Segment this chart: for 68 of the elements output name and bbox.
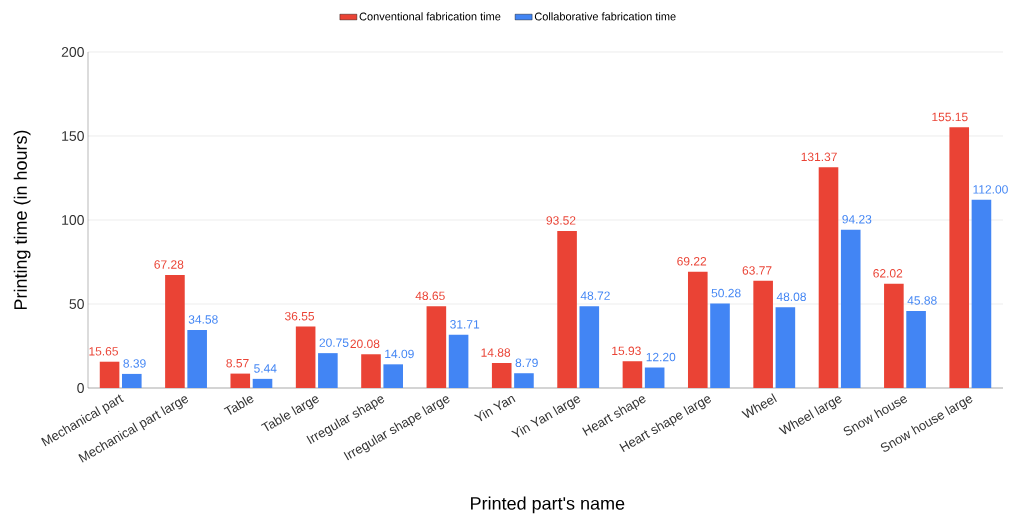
x-tick-label: Table [223,396,254,415]
legend-label: Collaborative fabrication time [534,12,676,21]
bar [710,303,730,388]
bar [579,306,600,388]
data-label: 15.93 [612,346,641,356]
data-label: 36.55 [284,311,315,321]
data-label: 69.22 [677,257,707,266]
y-tick-label: 50 [69,299,84,309]
data-label: 12.20 [646,352,676,362]
data-label: 48.08 [776,292,806,302]
bar [383,364,404,388]
bar [753,280,773,388]
data-label: 8.57 [226,358,249,368]
data-label: 155.15 [932,112,968,122]
y-tick-label: 200 [61,47,84,57]
bar [252,378,273,388]
bar [426,306,447,388]
bar [318,353,338,388]
bar [818,167,839,388]
bar [361,354,381,388]
data-label: 8.79 [515,358,538,368]
data-label: 94.23 [842,215,872,224]
data-label: 5.44 [254,364,277,373]
data-label: 63.77 [742,266,772,275]
bar [491,363,512,388]
y-axis-title: Printing time (in hours) [13,130,31,310]
bar [775,307,796,388]
bar [622,361,643,388]
data-label: 31.71 [450,320,480,329]
bar [557,230,577,388]
bar [230,373,251,388]
bar [687,271,708,388]
data-label: 8.39 [123,359,146,368]
bar [644,367,665,388]
y-tick-label: 0 [77,383,84,393]
bar [448,334,469,388]
data-label: 131.37 [801,152,837,162]
x-tick-label: Yin Yan [473,396,516,422]
x-axis-title: Printed part's name [471,496,625,514]
data-label: 112.00 [973,185,1008,194]
data-label: 20.75 [319,338,349,347]
bar [99,361,120,388]
bar [884,283,904,388]
bar [971,199,992,388]
bar [165,274,185,388]
data-label: 48.72 [580,291,610,300]
legend-label: Conventional fabrication time [359,12,501,21]
data-label: 67.28 [154,260,184,269]
data-label: 93.52 [546,216,576,225]
bar [514,373,534,388]
data-label: 50.28 [711,288,741,298]
data-label: 20.08 [350,339,380,349]
bar [840,229,861,388]
data-label: 14.09 [385,349,414,359]
y-tick-label: 150 [62,131,84,141]
y-tick-label: 100 [62,215,84,225]
data-label: 48.65 [415,291,445,301]
bar [121,373,142,388]
data-label: 62.02 [873,269,903,278]
bar [949,127,970,388]
bar [295,326,316,388]
data-label: 15.65 [89,347,118,356]
x-tick-label: Table large [260,396,319,432]
bar [187,329,207,388]
data-label: 34.58 [188,315,218,324]
data-label: 14.88 [481,348,511,357]
bar [906,310,926,388]
data-label: 45.88 [907,296,937,305]
